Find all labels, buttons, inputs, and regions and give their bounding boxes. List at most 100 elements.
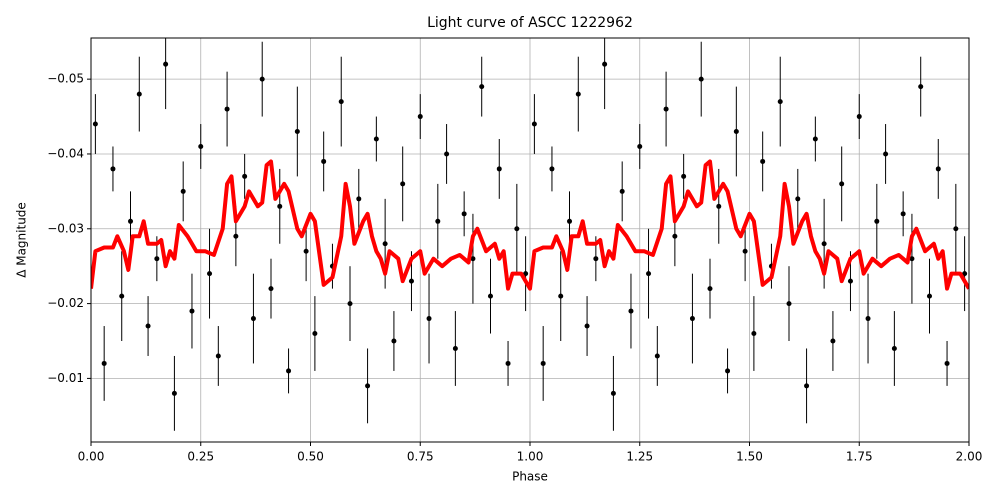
data-point <box>725 368 731 374</box>
data-point <box>874 218 880 224</box>
data-point <box>180 188 186 194</box>
data-point <box>883 151 889 157</box>
data-point <box>452 345 458 351</box>
data-point <box>558 293 564 299</box>
data-point <box>575 91 581 97</box>
y-tick-label: −0.04 <box>47 146 84 160</box>
data-point <box>391 338 397 344</box>
data-point <box>268 286 274 292</box>
data-point <box>461 211 467 217</box>
mean-line <box>91 159 969 291</box>
data-point <box>584 323 590 329</box>
data-point <box>865 316 871 322</box>
y-tick-label: −0.02 <box>47 296 84 310</box>
chart-title: Light curve of ASCC 1222962 <box>427 15 633 31</box>
data-point <box>110 166 116 172</box>
x-axis-label: Phase <box>512 470 548 484</box>
data-point <box>408 278 414 284</box>
data-point <box>373 136 379 142</box>
data-point <box>540 360 546 366</box>
data-point <box>338 99 344 105</box>
y-axis-label: Δ Magnitude <box>15 202 29 278</box>
data-point <box>207 271 213 277</box>
data-point <box>821 241 827 247</box>
x-tick-label: 2.00 <box>956 450 983 464</box>
data-point <box>918 84 924 90</box>
data-point <box>92 121 98 127</box>
data-point <box>444 151 450 157</box>
data-point <box>224 106 230 112</box>
data-point <box>171 390 177 396</box>
data-point <box>136 91 142 97</box>
data-point <box>839 181 845 187</box>
data-point <box>400 181 406 187</box>
data-point <box>382 241 388 247</box>
data-point <box>277 203 283 209</box>
data-point <box>549 166 555 172</box>
y-tick-label: −0.05 <box>47 72 84 86</box>
data-point <box>830 338 836 344</box>
data-point <box>663 106 669 112</box>
data-point <box>294 129 300 135</box>
x-tick-label: 0.50 <box>297 450 324 464</box>
data-point <box>777 99 783 105</box>
data-point <box>154 256 160 262</box>
data-point <box>672 233 678 239</box>
data-point <box>856 114 862 120</box>
data-point <box>593 256 599 262</box>
data-point <box>619 188 625 194</box>
data-point <box>365 383 371 389</box>
data-point <box>654 353 660 359</box>
x-tick-label: 0.00 <box>78 450 105 464</box>
data-point <box>716 203 722 209</box>
x-tick-label: 1.25 <box>626 450 653 464</box>
data-point <box>786 301 792 307</box>
data-point <box>681 173 687 179</box>
data-point <box>242 173 248 179</box>
data-point <box>321 158 327 164</box>
axes: 0.00 0.25 0.50 0.75 1.00 1.25 1.50 1.75 2.00 −0.0… <box>47 72 982 464</box>
data-point <box>751 331 757 337</box>
data-point <box>312 331 318 337</box>
data-point <box>909 256 915 262</box>
y-tick-label: −0.03 <box>47 221 84 235</box>
data-point <box>944 360 950 366</box>
y-tick-label: −0.01 <box>47 371 84 385</box>
data-point <box>953 226 959 232</box>
data-point <box>567 218 573 224</box>
data-point <box>926 293 932 299</box>
data-point <box>233 233 239 239</box>
data-point <box>628 308 634 314</box>
data-point <box>496 166 502 172</box>
data-point <box>891 345 897 351</box>
data-point <box>707 286 713 292</box>
data-point <box>610 390 616 396</box>
data-point <box>128 218 134 224</box>
data-point <box>760 158 766 164</box>
x-tick-label: 1.75 <box>846 450 873 464</box>
data-point <box>347 301 353 307</box>
data-point <box>259 76 265 82</box>
data-point <box>847 278 853 284</box>
data-point <box>487 293 493 299</box>
data-point <box>935 166 941 172</box>
data-point <box>733 129 739 135</box>
data-point <box>145 323 151 329</box>
data-point <box>689 316 695 322</box>
grid <box>90 38 970 442</box>
data-point <box>215 353 221 359</box>
plot-area <box>91 38 969 431</box>
data-point <box>189 308 195 314</box>
data-point <box>286 368 292 374</box>
data-point <box>637 143 643 149</box>
data-point <box>198 143 204 149</box>
data-point <box>417 114 423 120</box>
data-point <box>426 316 432 322</box>
data-point <box>795 196 801 202</box>
data-point <box>356 196 362 202</box>
data-point <box>531 121 537 127</box>
data-point <box>900 211 906 217</box>
x-tick-label: 0.75 <box>407 450 434 464</box>
data-point <box>435 218 441 224</box>
